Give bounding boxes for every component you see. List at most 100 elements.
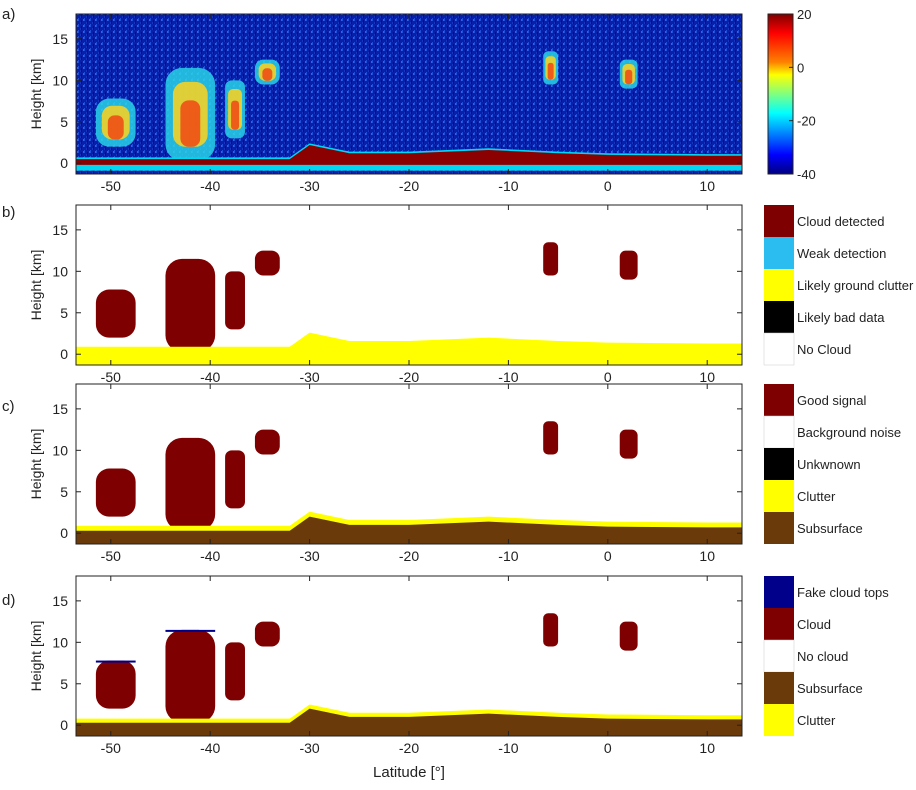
y-tick-label: 0 bbox=[60, 717, 68, 733]
legend-swatch bbox=[764, 301, 794, 333]
legend-label: Clutter bbox=[797, 489, 836, 504]
legend-label: Clutter bbox=[797, 713, 836, 728]
x-tick-label: -30 bbox=[299, 548, 319, 564]
x-tick-label: -30 bbox=[299, 369, 319, 385]
cloud-echo-peak bbox=[180, 100, 201, 147]
panel-c-ylabel: Height [km] bbox=[28, 429, 44, 500]
legend-swatch bbox=[764, 608, 794, 640]
cloud-mask bbox=[165, 258, 216, 352]
legend-label: Weak detection bbox=[797, 246, 886, 261]
legend-label: Cloud bbox=[797, 617, 831, 632]
cloud-mask bbox=[619, 621, 638, 651]
y-tick-label: 10 bbox=[52, 72, 68, 88]
colorbar-tick-label: -40 bbox=[797, 167, 816, 182]
y-tick-label: 10 bbox=[52, 634, 68, 650]
x-tick-label: -40 bbox=[200, 369, 220, 385]
colorbar-tick-label: 0 bbox=[797, 60, 804, 75]
panel-b-features bbox=[76, 242, 742, 365]
cloud-mask bbox=[165, 629, 216, 723]
legend-swatch bbox=[764, 237, 794, 269]
colorbar-ticks: 20 0 -20 -40 bbox=[789, 7, 816, 182]
legend-label: Subsurface bbox=[797, 521, 863, 536]
x-tick-label: -10 bbox=[498, 369, 518, 385]
legend-swatch bbox=[764, 448, 794, 480]
cloud-mask bbox=[619, 429, 638, 459]
colorbar-tick-label: -20 bbox=[797, 114, 816, 129]
x-tick-label: 0 bbox=[604, 369, 612, 385]
panel-d-label: d) bbox=[2, 592, 15, 609]
x-tick-label: -50 bbox=[101, 178, 121, 194]
x-tick-label: -50 bbox=[101, 369, 121, 385]
subsurface bbox=[76, 516, 742, 544]
x-tick-label: -20 bbox=[399, 369, 419, 385]
x-tick-label: -30 bbox=[299, 178, 319, 194]
fake-cloud-top bbox=[95, 660, 136, 663]
y-tick-label: 0 bbox=[60, 525, 68, 541]
panel-b-label: b) bbox=[2, 204, 15, 221]
y-tick-label: 5 bbox=[60, 484, 68, 500]
cloud-mask bbox=[543, 242, 559, 276]
x-tick-label: -20 bbox=[399, 178, 419, 194]
legend-label: Background noise bbox=[797, 425, 901, 440]
legend-swatch bbox=[764, 576, 794, 608]
panel-a: a) Height [km] -50 -40 -30 -20 -10 0 10051015 … bbox=[2, 6, 816, 194]
cloud-mask bbox=[95, 660, 136, 709]
x-tick-label: -10 bbox=[498, 740, 518, 756]
legend-swatch bbox=[764, 205, 794, 237]
y-tick-label: 0 bbox=[60, 346, 68, 362]
x-tick-label: -40 bbox=[200, 548, 220, 564]
x-tick-label: -50 bbox=[101, 548, 121, 564]
y-tick-label: 0 bbox=[60, 155, 68, 171]
panel-a-ticks: -50 -40 -30 -20 -10 0 10 0 5 10 15 bbox=[52, 14, 742, 194]
x-tick-label: 0 bbox=[604, 548, 612, 564]
x-tick-label: 10 bbox=[699, 740, 715, 756]
legend-label: Cloud detected bbox=[797, 214, 884, 229]
colorbar bbox=[767, 13, 794, 175]
cloud-mask bbox=[254, 250, 280, 276]
panel-d-ylabel: Height [km] bbox=[28, 621, 44, 692]
legend-swatch bbox=[764, 480, 794, 512]
panel-c-ticks: -50 -40 -30 -20 -10 0 10 0 5 10 15 bbox=[52, 384, 742, 564]
panel-d: d) Height [km] -50 -40 -30 -20 -10 0 10051015 … bbox=[2, 575, 889, 781]
cloud-mask bbox=[543, 613, 559, 647]
cloud-echo-peak bbox=[262, 68, 273, 81]
y-tick-label: 5 bbox=[60, 676, 68, 692]
legend-label: Subsurface bbox=[797, 681, 863, 696]
panel-b: b) Height [km] -50 -40 -30 -20 -10 0 10051015 … bbox=[2, 204, 914, 385]
cloud-mask bbox=[225, 450, 245, 509]
panel-b-ticks: -50 -40 -30 -20 -10 0 10 0 5 10 15 bbox=[52, 205, 742, 385]
x-tick-label: -20 bbox=[399, 740, 419, 756]
x-tick-label: 0 bbox=[604, 740, 612, 756]
legend-swatch bbox=[763, 415, 795, 449]
legend-label: No cloud bbox=[797, 649, 848, 664]
legend-label: Likely ground clutter bbox=[797, 278, 914, 293]
x-tick-label: -40 bbox=[200, 740, 220, 756]
cloud-mask bbox=[254, 621, 280, 647]
cloud-echo-peak bbox=[231, 100, 240, 130]
legend-swatch bbox=[764, 672, 794, 704]
cloud-mask bbox=[619, 250, 638, 280]
x-tick-label: 10 bbox=[699, 369, 715, 385]
cloud-mask bbox=[225, 642, 245, 701]
panel-b-ylabel: Height [km] bbox=[28, 250, 44, 321]
panel-c-features bbox=[76, 421, 742, 544]
panel-a-ylabel: Height [km] bbox=[28, 59, 44, 130]
legend-label: Likely bad data bbox=[797, 310, 885, 325]
ground-clutter bbox=[76, 332, 742, 365]
y-tick-label: 15 bbox=[52, 31, 68, 47]
cloud-mask bbox=[254, 429, 280, 455]
panel-d-legend: Fake cloud tops Cloud No cloud Subsurface Cl… bbox=[763, 576, 889, 736]
legend-swatch bbox=[764, 512, 794, 544]
subsurface bbox=[76, 708, 742, 736]
x-tick-label: -20 bbox=[399, 548, 419, 564]
x-axis-label: Latitude [°] bbox=[373, 764, 445, 781]
colorbar-tick-label: 20 bbox=[797, 7, 811, 22]
legend-swatch bbox=[764, 269, 794, 301]
legend-swatch bbox=[764, 704, 794, 736]
y-tick-label: 5 bbox=[60, 114, 68, 130]
legend-swatch bbox=[764, 384, 794, 416]
y-tick-label: 10 bbox=[52, 442, 68, 458]
y-tick-label: 5 bbox=[60, 305, 68, 321]
fake-cloud-top bbox=[165, 629, 216, 632]
panel-b-legend: Cloud detected Weak detection Likely groun… bbox=[763, 205, 914, 366]
